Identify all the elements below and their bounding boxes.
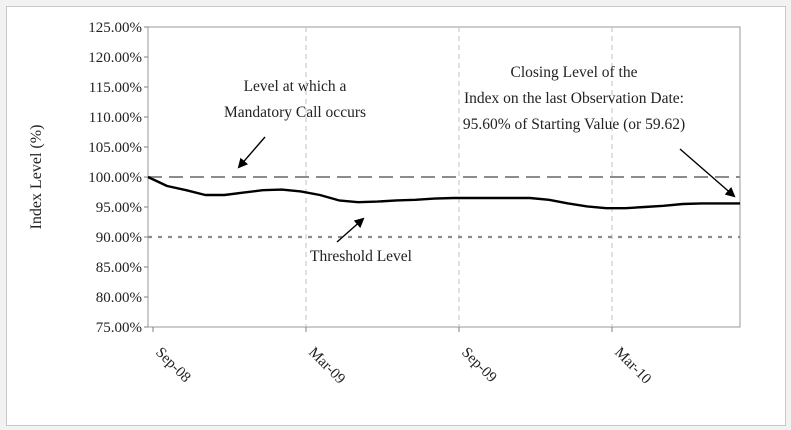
threshold-arrow — [336, 217, 365, 243]
y-tick-label: 120.00% — [88, 50, 142, 66]
y-tick-label: 115.00% — [89, 80, 142, 96]
closing-level-arrow — [679, 148, 736, 198]
x-tick-label: Sep-09 — [458, 345, 499, 386]
y-tick-label: 105.00% — [88, 140, 142, 156]
chart-frame: 125.00% 120.00% 115.00% 110.00% 105.00% 100.0… — [6, 6, 786, 426]
threshold-annotation: Threshold Level — [310, 248, 412, 265]
y-tick-label: 125.00% — [88, 20, 142, 36]
y-axis-label: Index Level (%) — [28, 125, 45, 230]
y-tick-label: 75.00% — [96, 320, 142, 336]
mandatory-call-arrow — [237, 136, 266, 169]
x-tick-label: Sep-08 — [152, 345, 193, 386]
y-tick-label: 80.00% — [96, 290, 142, 306]
x-tick-label: Mar-09 — [305, 345, 348, 388]
line-chart: 125.00% 120.00% 115.00% 110.00% 105.00% 100.0… — [28, 20, 741, 388]
index-level-line — [147, 175, 740, 210]
y-tick-label: 90.00% — [96, 230, 142, 246]
y-tick-label: 85.00% — [96, 260, 142, 276]
x-tick-label: Mar-10 — [611, 345, 654, 388]
closing-level-annotation-line2: Index on the last Observation Date: — [464, 90, 684, 107]
y-tick-label: 95.00% — [96, 200, 142, 216]
y-tick-label: 110.00% — [89, 110, 142, 126]
mandatory-call-annotation-line2: Mandatory Call occurs — [224, 104, 366, 121]
mandatory-call-annotation-line1: Level at which a — [244, 78, 347, 95]
closing-level-annotation-line1: Closing Level of the — [511, 64, 638, 81]
y-tick-label: 100.00% — [88, 170, 142, 186]
closing-level-annotation-line3: 95.60% of Starting Value (or 59.62) — [463, 116, 685, 133]
